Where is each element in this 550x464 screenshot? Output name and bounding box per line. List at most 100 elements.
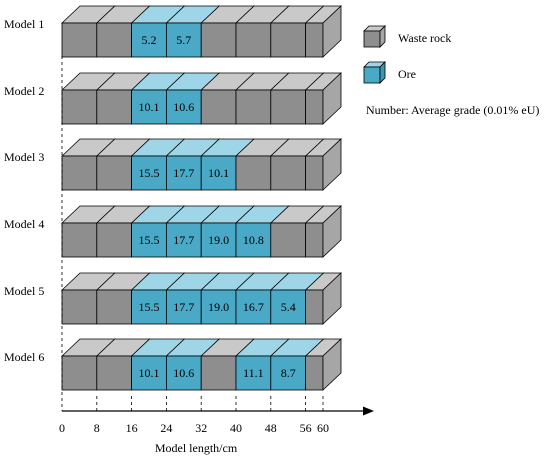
ore-block: [131, 22, 167, 58]
ore-block: [235, 289, 272, 325]
grade-label: 5.2: [142, 33, 157, 47]
swatch-front: [363, 66, 381, 84]
swatch-side: [379, 61, 386, 84]
waste-block: [61, 289, 98, 325]
legend-waste-swatch: [363, 25, 386, 48]
waste-block: [270, 155, 306, 191]
grade-label: 10.6: [173, 366, 194, 380]
ore-block: [165, 355, 202, 391]
model-label: Model 2: [4, 84, 44, 98]
model-label: Model 6: [4, 350, 44, 364]
models-layer: Model 1 5.2 5.7 Model 2 10.1 10.6 Model 3 15.5 1…: [4, 5, 343, 391]
ore-block: [165, 22, 202, 58]
ore-block: [165, 155, 202, 191]
waste-block: [61, 222, 98, 258]
legend-ore-swatch: [363, 61, 386, 84]
ore-block: [270, 289, 306, 325]
waste-block: [200, 89, 237, 125]
waste-block: [200, 355, 237, 391]
bar-side-face: [322, 5, 342, 58]
grade-label: 10.1: [208, 166, 229, 180]
waste-block: [270, 22, 306, 58]
model-label: Model 1: [4, 17, 44, 31]
grade-label: 11.1: [243, 366, 264, 380]
waste-block: [61, 355, 98, 391]
grade-label: 17.7: [173, 166, 194, 180]
waste-block: [235, 155, 272, 191]
ore-block: [131, 89, 167, 125]
waste-block: [270, 89, 306, 125]
model-row: Model 2 10.1 10.6: [4, 72, 343, 125]
bar-side-face: [322, 72, 342, 125]
model-row: Model 5 15.5 17.7 19.0 16.7 5.4: [4, 272, 343, 325]
grade-label: 10.8: [243, 233, 264, 247]
grade-label: 17.7: [173, 300, 194, 314]
ore-block: [131, 222, 167, 258]
grade-label: 15.5: [139, 233, 160, 247]
grade-label: 15.5: [139, 300, 160, 314]
model-row: Model 6 10.1 10.6 11.1 8.7: [4, 338, 343, 391]
tick-label: 0: [59, 421, 65, 435]
axis-label: Model length/cm: [155, 441, 238, 455]
tick-label: 56: [300, 421, 312, 435]
model-row: Model 1 5.2 5.7: [4, 5, 343, 58]
tick-label: 32: [195, 421, 207, 435]
ore-block: [131, 289, 167, 325]
grade-label: 5.4: [281, 300, 296, 314]
tick-label: 16: [126, 421, 138, 435]
waste-block: [200, 22, 237, 58]
grade-label: 5.7: [176, 33, 191, 47]
ore-block: [200, 289, 237, 325]
waste-block: [305, 155, 324, 191]
bar-side-face: [322, 205, 342, 258]
waste-block: [61, 22, 98, 58]
legend-layer: Waste rock Ore Number: Average grade (0.…: [363, 25, 539, 117]
axis-layer: 0 8 16 24 32 40 48 56 60: [59, 56, 374, 435]
grade-label: 15.5: [139, 166, 160, 180]
waste-block: [305, 222, 324, 258]
ore-icon: [363, 61, 386, 84]
grade-label: 8.7: [281, 366, 296, 380]
grade-label: 10.6: [173, 100, 194, 114]
ore-block: [270, 355, 306, 391]
grade-label: 19.0: [208, 300, 229, 314]
waste-block: [61, 89, 98, 125]
waste-block: [96, 289, 133, 325]
waste-block: [96, 155, 133, 191]
waste-block: [96, 222, 133, 258]
model-label: Model 4: [4, 217, 44, 231]
tick-label: 40: [230, 421, 242, 435]
ore-block: [165, 89, 202, 125]
legend-note: Number: Average grade (0.01% eU): [366, 103, 539, 117]
tick-label: 60: [317, 421, 329, 435]
waste-block: [235, 89, 272, 125]
waste-block: [96, 22, 133, 58]
model-row: Model 4 15.5 17.7 19.0 10.8: [4, 205, 343, 258]
tick-label: 24: [160, 421, 172, 435]
tick-label: 48: [265, 421, 277, 435]
waste-block: [305, 355, 324, 391]
bar-side-face: [322, 272, 342, 325]
ore-block: [165, 289, 202, 325]
waste-block: [305, 89, 324, 125]
swatch-front: [363, 30, 381, 48]
waste-block: [96, 89, 133, 125]
grade-label: 10.1: [139, 366, 160, 380]
waste-block: [235, 22, 272, 58]
ore-block: [165, 222, 202, 258]
ore-block: [235, 355, 272, 391]
model-label: Model 5: [4, 284, 44, 298]
bar-side-face: [322, 138, 342, 191]
grade-label: 16.7: [243, 300, 264, 314]
waste-block: [305, 289, 324, 325]
model-row: Model 3 15.5 17.7 10.1: [4, 138, 343, 191]
legend-ore-label: Ore: [398, 67, 416, 81]
ore-block: [131, 355, 167, 391]
waste-block: [61, 155, 98, 191]
waste-block: [305, 22, 324, 58]
waste-block: [96, 355, 133, 391]
bar-side-face: [322, 338, 342, 391]
swatch-side: [379, 25, 386, 48]
